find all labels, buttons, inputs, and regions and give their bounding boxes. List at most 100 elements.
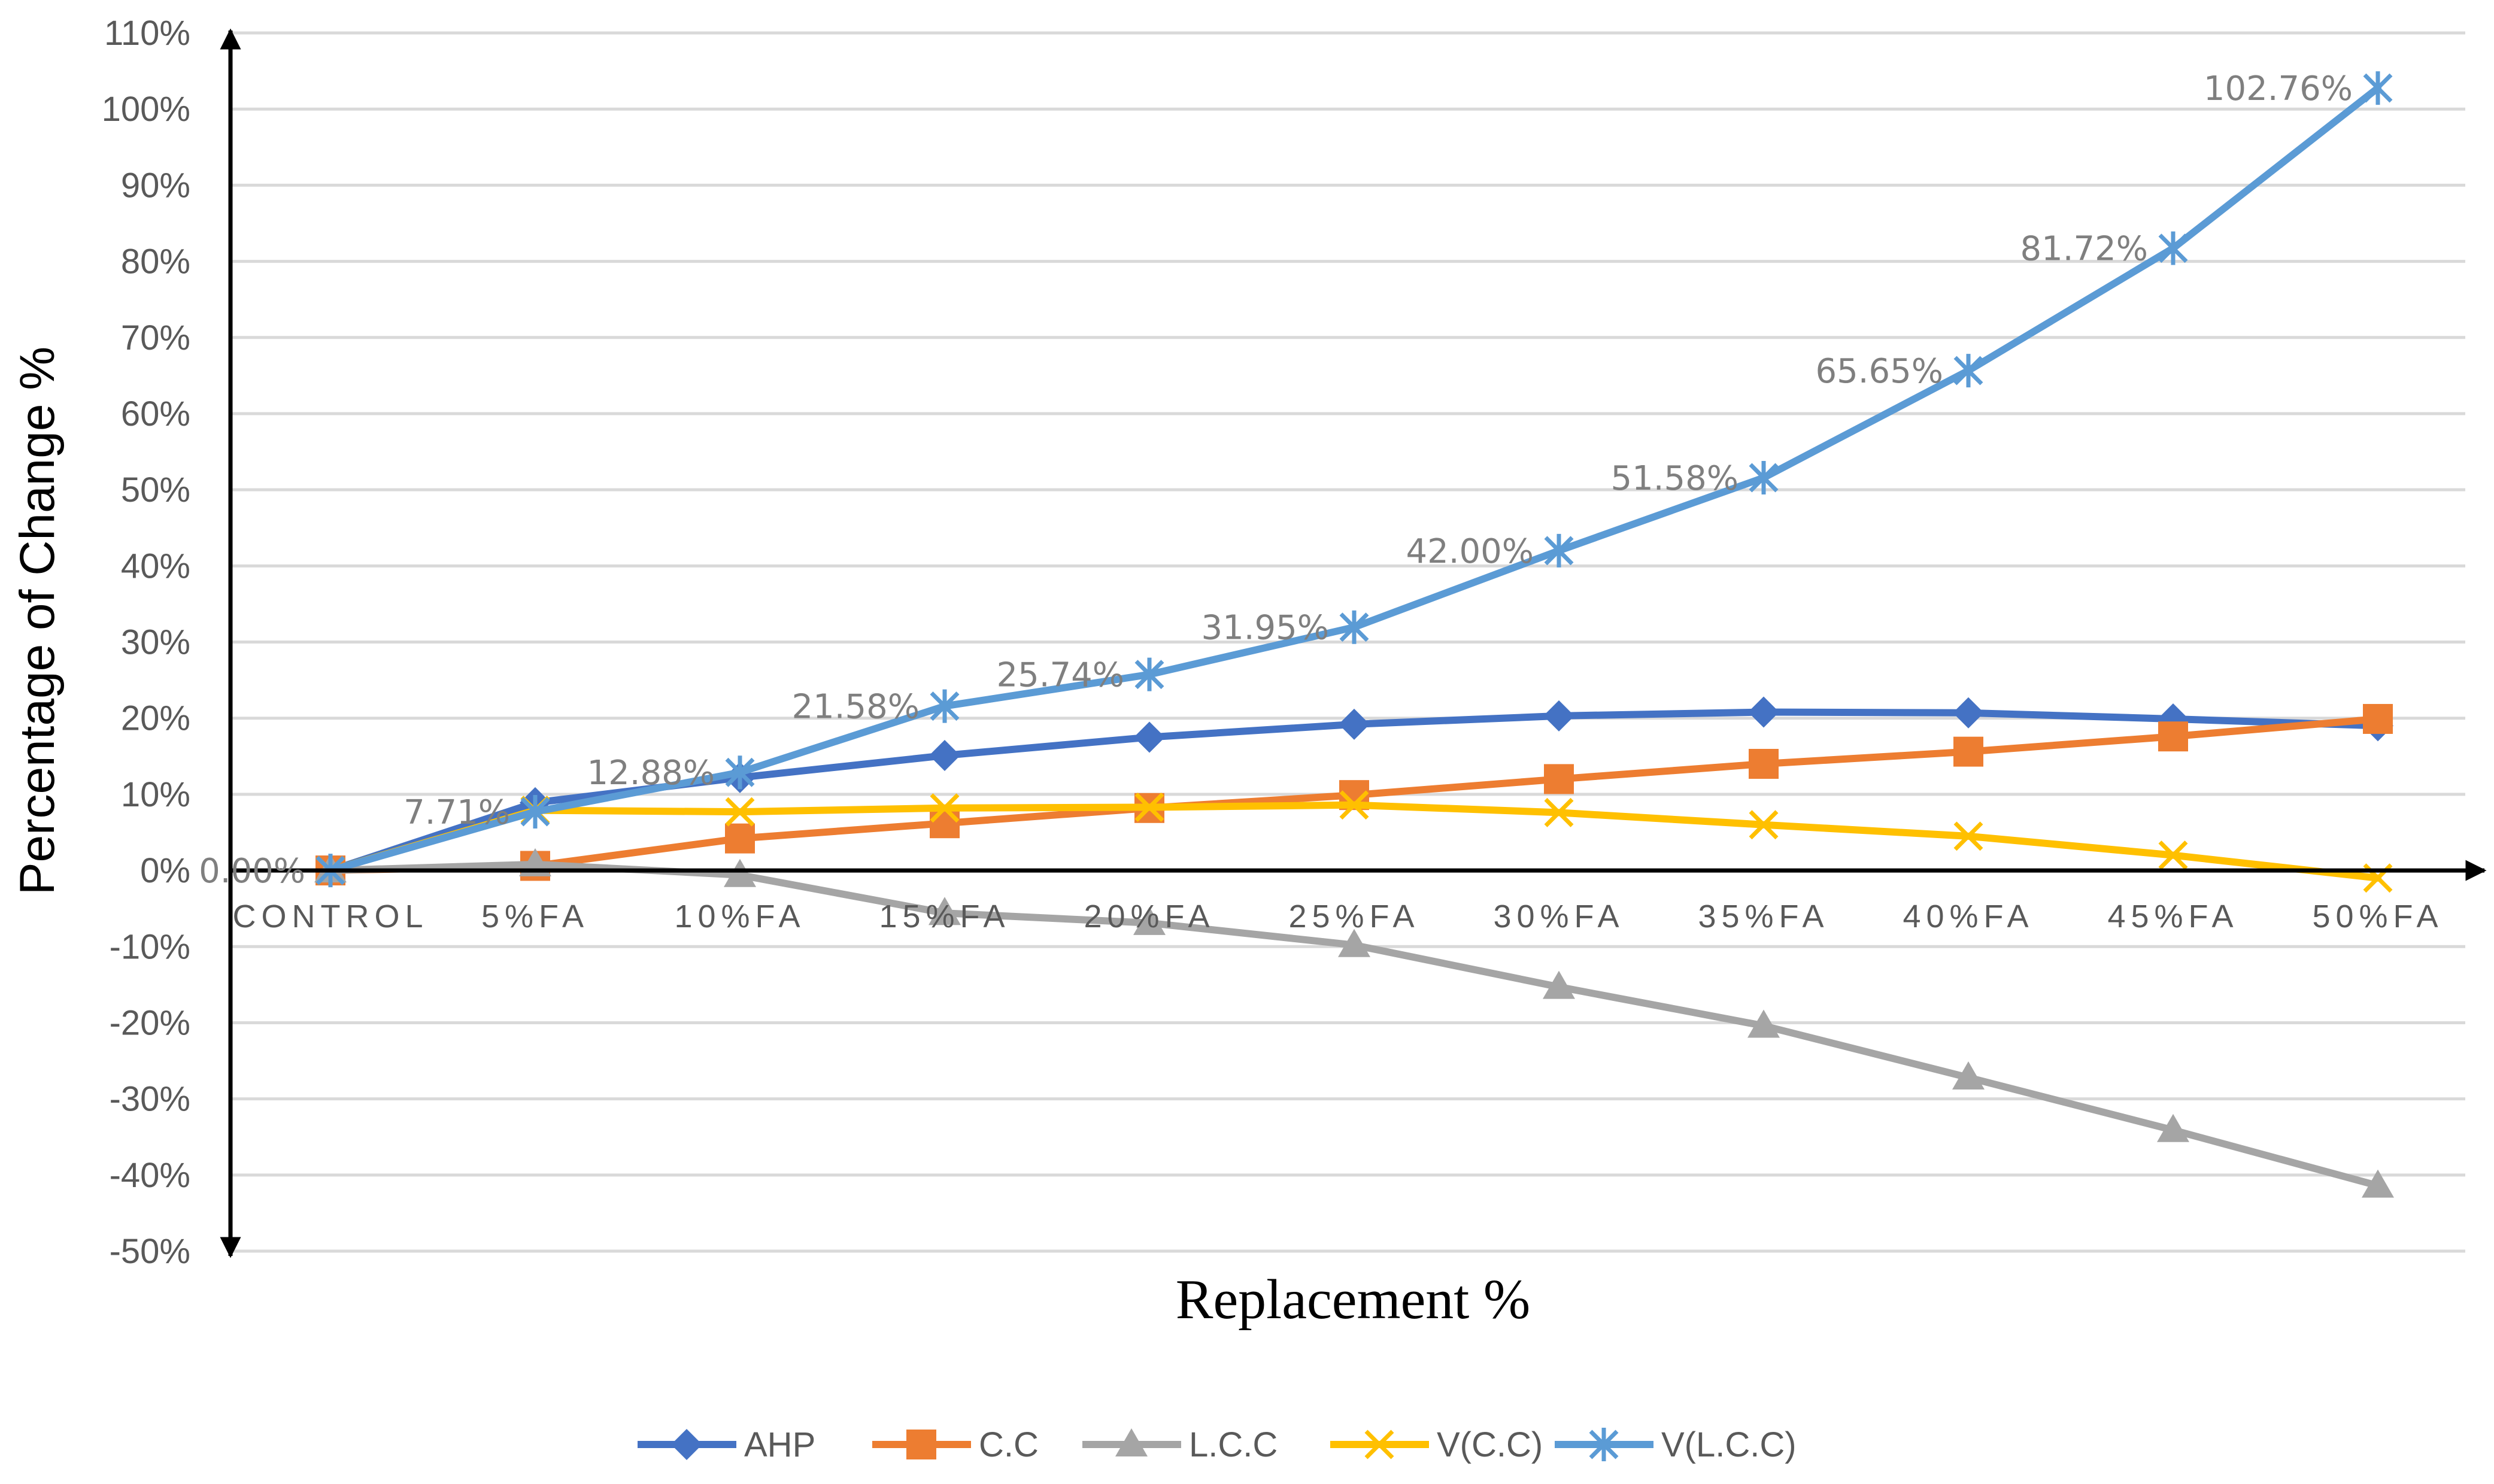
data-labels: 0.00% 7.71% 12.88% 21.58% 25.74% 31.95% 42.00%… (199, 69, 2353, 891)
data-point-ahp (1134, 721, 1165, 753)
legend-label: V(C.C) (1437, 1425, 1543, 1464)
data-point-l-c-c (1338, 928, 1370, 957)
y-tick-label: -40% (110, 1156, 190, 1195)
legend-marker-l-c-c (1115, 1428, 1148, 1456)
legend-item-v-c-c: V(C.C) (1330, 1425, 1543, 1464)
y-tick-label: 90% (121, 166, 190, 205)
data-point-v-l-c-c (1134, 657, 1164, 691)
x-tick-label: 30%FA (1493, 899, 1624, 934)
legend-marker-ahp (671, 1429, 702, 1460)
series-line-v-l-c-c (327, 84, 2381, 875)
data-point-c-c (930, 808, 960, 839)
data-point-l-c-c (2362, 1169, 2394, 1198)
data-label: 65.65% (1815, 352, 1943, 391)
data-point-v-l-c-c (1749, 461, 1779, 495)
y-tick-label: 40% (121, 547, 190, 585)
series-v-l-c-c (315, 71, 2393, 888)
data-point-ahp (1748, 696, 1779, 728)
y-axis-title: Percentage of Change % (10, 347, 65, 895)
y-tick-label: 110% (104, 14, 190, 53)
data-point-v-l-c-c (725, 755, 755, 790)
data-point-v-l-c-c (2158, 231, 2188, 265)
data-point-v-c-c (1953, 821, 1983, 851)
data-point-c-c (2158, 721, 2188, 752)
data-label: 42.00% (1406, 532, 1534, 571)
legend-item-ahp: AHP (638, 1425, 815, 1464)
data-point-l-c-c (724, 858, 756, 887)
data-point-c-c (2363, 703, 2393, 734)
x-tick-label: 50%FA (2312, 899, 2443, 934)
legend: AHP C.C L.C.C V(C.C) V(L.C.C) (638, 1425, 1797, 1464)
axes (220, 28, 2487, 1258)
series-v-c-c (315, 790, 2393, 893)
y-tick-label: -30% (110, 1080, 190, 1119)
x-tick-label: 5%FA (481, 899, 589, 934)
data-point-ahp (1339, 708, 1370, 740)
data-label: 25.74% (996, 656, 1124, 695)
x-tick-label: 35%FA (1698, 899, 1829, 934)
data-point-l-c-c (1543, 970, 1575, 999)
y-tick-label: -10% (110, 927, 190, 966)
data-label: 51.58% (1610, 459, 1738, 498)
data-label: 21.58% (791, 688, 920, 727)
x-tick-label: 20%FA (1084, 899, 1215, 934)
data-label: 0.00% (199, 852, 305, 891)
y-tick-label: -50% (110, 1232, 190, 1271)
y-tick-label: 10% (121, 775, 190, 814)
data-point-ahp (929, 740, 960, 772)
y-tick-label: 60% (121, 394, 190, 433)
data-point-l-c-c (1747, 1009, 1780, 1038)
data-label: 81.72% (2020, 230, 2148, 269)
data-point-v-l-c-c (1339, 610, 1369, 644)
legend-label: L.C.C (1189, 1425, 1278, 1464)
data-point-v-c-c (1134, 793, 1164, 822)
legend-marker-c-c (906, 1430, 936, 1459)
series-lines (314, 71, 2394, 1198)
data-point-v-c-c (1544, 797, 1574, 827)
data-point-v-l-c-c (930, 689, 960, 723)
y-tick-label: -20% (110, 1003, 190, 1042)
y-tick-label: 50% (121, 471, 190, 509)
data-point-v-l-c-c (520, 795, 550, 829)
data-point-c-c (1953, 736, 1983, 767)
x-axis-title: Replacement % (1176, 1268, 1530, 1331)
data-label: 31.95% (1201, 609, 1329, 648)
data-point-v-c-c (725, 797, 755, 827)
data-point-c-c (1544, 764, 1574, 794)
x-tick-label: 15%FA (879, 899, 1010, 934)
x-tick-label: 10%FA (674, 899, 805, 934)
x-tick-label: 25%FA (1288, 899, 1419, 934)
data-point-c-c (725, 823, 755, 854)
gridlines (230, 31, 2465, 1253)
y-tick-label: 100% (102, 90, 190, 129)
legend-marker-v-l-c-c (1589, 1428, 1619, 1461)
data-point-v-c-c (1339, 790, 1369, 820)
data-point-v-l-c-c (1953, 354, 1983, 388)
data-point-v-c-c (930, 793, 960, 823)
legend-label: V(L.C.C) (1661, 1425, 1797, 1464)
x-axis-ticks: CONTROL 5%FA 10%FA 15%FA 20%FA 25%FA 30%FA 35%F… (232, 899, 2443, 934)
data-point-v-c-c (2158, 840, 2188, 870)
legend-label: C.C (979, 1425, 1039, 1464)
x-tick-label: 40%FA (1903, 899, 2034, 934)
x-tick-label: 45%FA (2107, 899, 2238, 934)
data-point-v-l-c-c (1544, 533, 1574, 567)
data-point-l-c-c (2157, 1113, 2189, 1142)
legend-marker-v-c-c (1364, 1430, 1394, 1459)
y-axis-ticks: -50% -40% -30% -20% -10% 0% 10% 20% 30% 40% 50% 60%… (102, 14, 190, 1271)
legend-label: AHP (744, 1425, 815, 1464)
y-tick-label: 20% (121, 699, 190, 738)
legend-item-l-c-c: L.C.C (1082, 1425, 1278, 1464)
legend-item-c-c: C.C (872, 1425, 1039, 1464)
data-label: 12.88% (587, 754, 715, 793)
data-point-ahp (1953, 697, 1984, 729)
y-tick-label: 0% (140, 851, 190, 890)
data-point-c-c (1749, 749, 1779, 779)
y-tick-label: 30% (121, 623, 190, 662)
x-tick-label: CONTROL (232, 899, 428, 934)
data-point-v-l-c-c (2363, 71, 2393, 105)
legend-item-v-l-c-c: V(L.C.C) (1555, 1425, 1797, 1464)
data-point-l-c-c (1133, 906, 1166, 935)
data-point-ahp (1543, 700, 1574, 732)
